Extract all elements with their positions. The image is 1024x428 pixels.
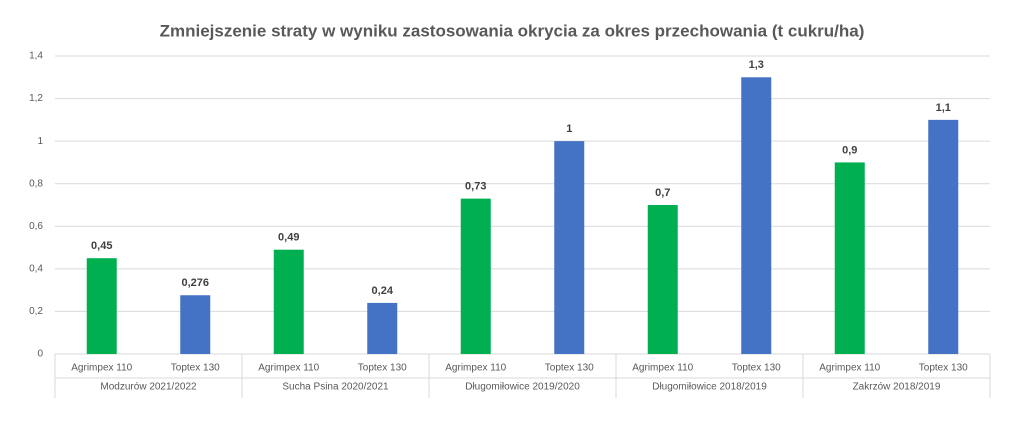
y-tick-label: 0,4 <box>29 263 43 274</box>
x-tick-label: Toptex 130 <box>171 363 220 374</box>
group-label: Zakrzów 2018/2019 <box>853 382 941 393</box>
bar <box>928 119 959 354</box>
data-label: 0,276 <box>181 277 209 289</box>
bar <box>554 141 585 354</box>
bar <box>273 249 304 354</box>
y-tick-label: 0,2 <box>29 306 43 317</box>
data-label: 0,9 <box>842 144 857 156</box>
data-label: 0,45 <box>91 240 112 252</box>
data-label: 0,24 <box>372 285 394 297</box>
data-label: 1,3 <box>749 59 764 71</box>
data-label: 1 <box>566 123 572 135</box>
x-tick-label: Agrimpex 110 <box>71 363 132 374</box>
y-tick-label: 1,4 <box>29 51 43 62</box>
group-label: Długomiłowice 2019/2020 <box>465 382 580 393</box>
bar <box>460 198 491 354</box>
y-tick-label: 0,6 <box>29 221 43 232</box>
bar <box>180 295 211 354</box>
data-label: 0,73 <box>465 181 486 193</box>
x-tick-label: Toptex 130 <box>358 363 407 374</box>
group-label: Modzurów 2021/2022 <box>100 382 197 393</box>
bar <box>86 258 117 354</box>
chart-title: Zmniejszenie straty w wyniku zastosowani… <box>160 21 865 40</box>
y-tick-label: 1 <box>37 136 43 147</box>
y-tick-label: 1,2 <box>29 93 43 104</box>
y-tick-label: 0 <box>37 349 43 360</box>
data-label: 1,1 <box>936 102 951 114</box>
x-tick-label: Agrimpex 110 <box>258 363 319 374</box>
y-tick-label: 0,8 <box>29 178 43 189</box>
group-label: Długomiłowice 2018/2019 <box>652 382 767 393</box>
bar <box>367 302 398 354</box>
x-tick-label: Agrimpex 110 <box>445 363 506 374</box>
x-tick-label: Agrimpex 110 <box>632 363 693 374</box>
x-tick-label: Toptex 130 <box>732 363 781 374</box>
bar <box>741 77 772 355</box>
bar <box>647 205 678 354</box>
data-label: 0,7 <box>655 187 670 199</box>
bar <box>834 162 865 354</box>
x-tick-label: Toptex 130 <box>545 363 594 374</box>
x-tick-label: Agrimpex 110 <box>819 363 880 374</box>
x-tick-label: Toptex 130 <box>919 363 968 374</box>
data-label: 0,49 <box>278 232 299 244</box>
group-label: Sucha Psina 2020/2021 <box>282 382 389 393</box>
